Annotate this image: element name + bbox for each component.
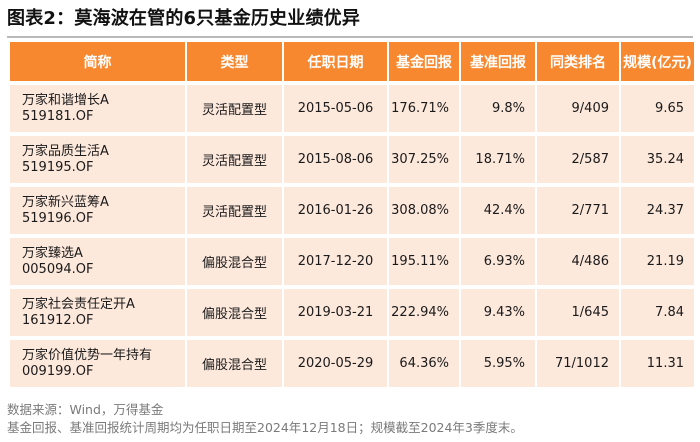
footnote: 基金回报、基准回报统计周期均为任职日期至2024年12月18日；规模截至2024… — [7, 420, 523, 435]
header-scale: 规模(亿元) — [621, 42, 694, 81]
fund-name: 万家价值优势一年持有 — [22, 347, 153, 363]
fund-type: 偏股混合型 — [187, 238, 284, 285]
header-date: 任职日期 — [284, 42, 389, 81]
table-row: 万家新兴蓝筹A 519196.OF 灵活配置型 2016-01-26 308.08… — [10, 187, 694, 234]
header-bench-return: 基准回报 — [461, 42, 537, 81]
header-name: 简称 — [10, 42, 187, 81]
fund-type: 灵活配置型 — [187, 136, 284, 183]
peer-rank: 4/486 — [537, 238, 621, 285]
header-type: 类型 — [187, 42, 284, 81]
fund-type: 灵活配置型 — [187, 85, 284, 132]
fund-return: 64.36% — [389, 340, 461, 387]
fund-type: 偏股混合型 — [187, 289, 284, 336]
fund-scale: 21.19 — [621, 238, 694, 285]
fund-name-cell: 万家和谐增长A 519181.OF — [10, 85, 187, 132]
fund-return: 195.11% — [389, 238, 461, 285]
start-date: 2015-08-06 — [284, 136, 389, 183]
bench-return: 5.95% — [461, 340, 537, 387]
fund-code: 005094.OF — [22, 261, 94, 277]
table-header-row: 简称 类型 任职日期 基金回报 基准回报 同类排名 规模(亿元) — [10, 42, 694, 81]
table-row: 万家和谐增长A 519181.OF 灵活配置型 2015-05-06 176.71… — [10, 85, 694, 132]
bench-return: 9.43% — [461, 289, 537, 336]
fund-return: 222.94% — [389, 289, 461, 336]
start-date: 2019-03-21 — [284, 289, 389, 336]
peer-rank: 9/409 — [537, 85, 621, 132]
fund-scale: 9.65 — [621, 85, 694, 132]
bench-return: 6.93% — [461, 238, 537, 285]
fund-name-cell: 万家臻选A 005094.OF — [10, 238, 187, 285]
bench-return: 18.71% — [461, 136, 537, 183]
bench-return: 9.8% — [461, 85, 537, 132]
fund-code: 519196.OF — [22, 210, 94, 226]
fund-name: 万家臻选A — [22, 245, 83, 261]
figure-title: 图表2：莫海波在管的6只基金历史业绩优异 — [7, 8, 361, 29]
bench-return: 42.4% — [461, 187, 537, 234]
fund-name: 万家和谐增长A — [22, 92, 109, 108]
fund-scale: 24.37 — [621, 187, 694, 234]
start-date: 2017-12-20 — [284, 238, 389, 285]
fund-type: 偏股混合型 — [187, 340, 284, 387]
start-date: 2016-01-26 — [284, 187, 389, 234]
header-fund-return: 基金回报 — [389, 42, 461, 81]
header-rank: 同类排名 — [537, 42, 621, 81]
fund-code: 161912.OF — [22, 312, 94, 328]
start-date: 2015-05-06 — [284, 85, 389, 132]
title-divider — [7, 36, 693, 38]
peer-rank: 1/645 — [537, 289, 621, 336]
data-source: 数据来源：Wind，万得基金 — [7, 402, 164, 417]
fund-return: 176.71% — [389, 85, 461, 132]
fund-code: 519181.OF — [22, 108, 94, 124]
table-row: 万家品质生活A 519195.OF 灵活配置型 2015-08-06 307.25… — [10, 136, 694, 183]
fund-name-cell: 万家价值优势一年持有 009199.OF — [10, 340, 187, 387]
fund-scale: 7.84 — [621, 289, 694, 336]
table-row: 万家价值优势一年持有 009199.OF 偏股混合型 2020-05-29 64.… — [10, 340, 694, 387]
fund-performance-table: 简称 类型 任职日期 基金回报 基准回报 同类排名 规模(亿元) 万家和谐增长A… — [10, 38, 694, 391]
fund-return: 308.08% — [389, 187, 461, 234]
fund-scale: 35.24 — [621, 136, 694, 183]
fund-name-cell: 万家新兴蓝筹A 519196.OF — [10, 187, 187, 234]
fund-name: 万家社会责任定开A — [22, 296, 135, 312]
peer-rank: 2/587 — [537, 136, 621, 183]
fund-name: 万家品质生活A — [22, 143, 109, 159]
fund-code: 009199.OF — [22, 363, 94, 379]
fund-name-cell: 万家品质生活A 519195.OF — [10, 136, 187, 183]
start-date: 2020-05-29 — [284, 340, 389, 387]
table-row: 万家臻选A 005094.OF 偏股混合型 2017-12-20 195.11% … — [10, 238, 694, 285]
peer-rank: 71/1012 — [537, 340, 621, 387]
fund-name-cell: 万家社会责任定开A 161912.OF — [10, 289, 187, 336]
fund-return: 307.25% — [389, 136, 461, 183]
peer-rank: 2/771 — [537, 187, 621, 234]
table-row: 万家社会责任定开A 161912.OF 偏股混合型 2019-03-21 222.… — [10, 289, 694, 336]
fund-code: 519195.OF — [22, 159, 94, 175]
fund-type: 灵活配置型 — [187, 187, 284, 234]
fund-name: 万家新兴蓝筹A — [22, 194, 109, 210]
fund-scale: 11.31 — [621, 340, 694, 387]
